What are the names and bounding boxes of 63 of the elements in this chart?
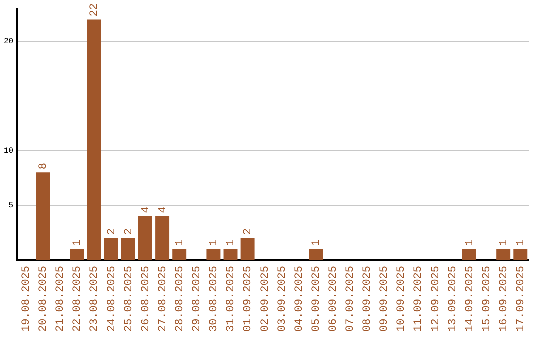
bar bbox=[138, 216, 152, 260]
data-label: 2 bbox=[106, 228, 118, 236]
bar bbox=[514, 249, 528, 260]
x-tick-label: 03.09.2025 bbox=[276, 266, 289, 332]
bar bbox=[104, 238, 118, 260]
data-label: 4 bbox=[157, 206, 170, 214]
data-label: 2 bbox=[242, 228, 255, 236]
bar bbox=[309, 249, 323, 260]
data-label: 1 bbox=[498, 239, 510, 246]
x-tick-label: 26.08.2025 bbox=[140, 266, 152, 332]
x-tick-label: 04.09.2025 bbox=[294, 266, 306, 332]
bar bbox=[156, 216, 170, 260]
x-tick-label: 11.09.2025 bbox=[413, 266, 426, 332]
data-label: 1 bbox=[464, 239, 476, 246]
x-tick-label: 09.09.2025 bbox=[379, 266, 392, 332]
x-tick-label: 31.08.2025 bbox=[226, 266, 238, 332]
x-tick-label: 15.09.2025 bbox=[481, 266, 494, 332]
x-tick-label: 13.09.2025 bbox=[447, 266, 460, 332]
x-tick-label: 25.08.2025 bbox=[123, 266, 136, 332]
x-tick-label: 22.08.2025 bbox=[72, 266, 84, 332]
bar bbox=[206, 249, 221, 260]
data-label: 2 bbox=[123, 228, 136, 236]
bar bbox=[172, 249, 187, 260]
bar bbox=[496, 249, 511, 260]
x-tick-label: 19.08.2025 bbox=[21, 266, 34, 332]
data-label: 1 bbox=[226, 239, 238, 246]
x-tick-label: 02.09.2025 bbox=[260, 266, 272, 332]
x-tick-label: 29.08.2025 bbox=[192, 266, 204, 332]
bar bbox=[121, 238, 136, 260]
y-tick-label: 5 bbox=[8, 202, 14, 211]
x-tick-label: 14.09.2025 bbox=[464, 266, 476, 332]
x-tick-label: 07.09.2025 bbox=[345, 266, 358, 332]
bar bbox=[240, 238, 255, 260]
data-label: 1 bbox=[516, 239, 528, 246]
x-tick-label: 08.09.2025 bbox=[362, 266, 374, 332]
data-label: 1 bbox=[72, 239, 84, 246]
x-tick-label: 10.09.2025 bbox=[396, 266, 408, 332]
bar bbox=[87, 20, 102, 260]
x-tick-label: 12.09.2025 bbox=[430, 266, 442, 332]
data-label: 8 bbox=[38, 163, 50, 170]
x-tick-label: 17.09.2025 bbox=[516, 266, 528, 332]
x-tick-label: 27.08.2025 bbox=[157, 266, 170, 332]
data-label: 22 bbox=[89, 4, 102, 17]
bar bbox=[36, 172, 50, 260]
bar bbox=[224, 249, 238, 260]
x-tick-label: 05.09.2025 bbox=[310, 266, 323, 332]
x-tick-label: 21.08.2025 bbox=[55, 266, 68, 332]
bar bbox=[462, 249, 476, 260]
x-tick-label: 01.09.2025 bbox=[242, 266, 255, 332]
x-tick-label: 24.08.2025 bbox=[106, 266, 118, 332]
y-tick-label: 10 bbox=[4, 146, 14, 156]
data-label: 1 bbox=[174, 239, 186, 246]
x-tick-label: 28.08.2025 bbox=[174, 266, 186, 332]
x-tick-label: 30.08.2025 bbox=[208, 266, 221, 332]
x-tick-label: 20.08.2025 bbox=[38, 266, 50, 332]
x-tick-label: 06.09.2025 bbox=[328, 266, 340, 332]
y-tick-label: 20 bbox=[4, 38, 14, 47]
data-label: 1 bbox=[310, 239, 323, 246]
x-tick-label: 23.08.2025 bbox=[89, 266, 102, 332]
x-tick-label: 16.09.2025 bbox=[498, 266, 510, 332]
data-label: 1 bbox=[208, 239, 221, 246]
bar bbox=[70, 249, 84, 260]
data-label: 4 bbox=[140, 206, 152, 214]
